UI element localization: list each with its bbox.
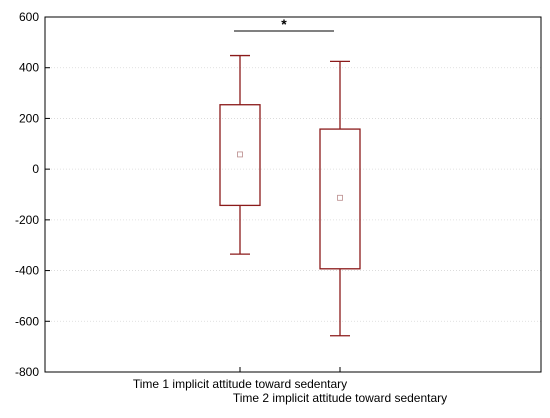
y-tick-label: 200	[19, 111, 39, 125]
x-category-label: Time 1 implicit attitude toward sedentar…	[133, 377, 347, 391]
y-tick-label: -200	[15, 213, 39, 227]
box-1	[219, 54, 261, 255]
plot-frame	[44, 16, 542, 373]
box-body	[319, 128, 361, 270]
box-series	[219, 54, 361, 337]
y-tick-label: -600	[15, 314, 39, 328]
x-category-label: Time 2 implicit attitude toward sedentar…	[233, 391, 447, 405]
box-body	[219, 104, 261, 207]
center-marker	[337, 194, 343, 201]
significance-star: *	[281, 16, 287, 32]
center-marker	[237, 151, 243, 158]
y-tick-label: 600	[19, 10, 39, 24]
y-tick-label: 400	[19, 61, 39, 75]
y-tick-label: 0	[32, 162, 39, 176]
x-axis: Time 1 implicit attitude toward sedentar…	[133, 367, 447, 405]
y-tick-label: -800	[15, 365, 39, 379]
y-axis: -800 -600 -400 -200 0 200 400 600	[15, 10, 50, 379]
grid-lines	[45, 67, 541, 322]
y-tick-label: -400	[15, 264, 39, 278]
box-2	[319, 60, 361, 337]
significance-annotation: *	[234, 16, 334, 32]
